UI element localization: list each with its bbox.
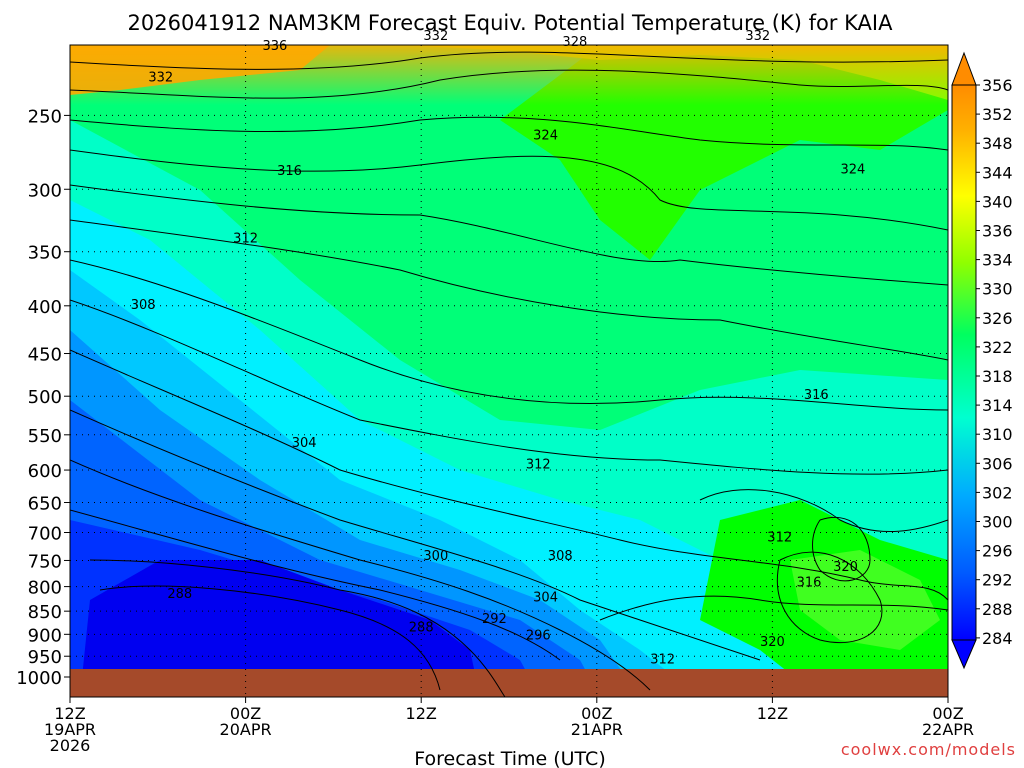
colorbar-label: 336	[982, 222, 1013, 241]
colorbar-label: 300	[982, 513, 1013, 532]
contour-label: 316	[804, 388, 829, 403]
colorbar-label: 330	[982, 280, 1013, 299]
y-tick-label: 450	[28, 345, 62, 366]
x-tick-label: 00Z	[932, 704, 963, 723]
y-tick-label: 800	[28, 578, 62, 599]
x-tick-label: 00Z	[230, 704, 261, 723]
contour-lines	[70, 51, 948, 697]
contour-label: 324	[840, 162, 865, 177]
colorbar-top-arrow	[951, 51, 977, 86]
y-tick-label: 400	[28, 297, 62, 318]
colorbar-label: 334	[982, 251, 1013, 270]
contour-label: 312	[526, 457, 551, 472]
colorbar-label: 348	[982, 134, 1013, 153]
y-axis: 2503003504004505005506006507007508008509…	[16, 106, 70, 689]
ground-strip	[70, 669, 948, 697]
colorbar-label: 322	[982, 338, 1013, 357]
y-tick-label: 300	[28, 180, 62, 201]
colorbar-label: 352	[982, 105, 1013, 124]
contour-label: 288	[167, 587, 192, 602]
contour-label: 328	[562, 35, 587, 50]
contour-label: 316	[277, 164, 302, 179]
contour-labels: 336 332 332 328 332 324 324 316 312 308 316 304 312 3…	[131, 29, 866, 667]
colorbar: 356 352 348 344 340 336 334 330 326 322 318 314 310 3…	[951, 51, 1013, 670]
contour-label: 332	[148, 70, 173, 85]
y-tick-label: 1000	[16, 668, 62, 689]
colorbar-label: 314	[982, 396, 1013, 415]
credit-text: coolwx.com/models	[841, 740, 1016, 759]
colorbar-label: 356	[982, 76, 1013, 95]
y-tick-label: 600	[28, 461, 62, 482]
contour-label: 300	[423, 549, 448, 564]
x-tick-label: 19APR	[44, 720, 96, 739]
grid-lines	[70, 45, 948, 697]
colorbar-body	[951, 84, 977, 641]
colorbar-label: 310	[982, 425, 1013, 444]
colorbar-label: 344	[982, 163, 1013, 182]
plot-frame	[69, 44, 949, 698]
contour-label: 332	[423, 29, 448, 44]
colorbar-label: 306	[982, 454, 1013, 473]
contour-label: 304	[292, 436, 317, 451]
y-tick-label: 350	[28, 243, 62, 264]
x-tick-label: 00Z	[581, 704, 612, 723]
x-tick-label: 21APR	[571, 720, 623, 739]
contour-label: 304	[533, 591, 558, 606]
contour-label: 292	[482, 612, 507, 627]
y-tick-label: 500	[28, 387, 62, 408]
contour-label: 288	[409, 621, 434, 636]
y-tick-label: 250	[28, 106, 62, 127]
x-tick-label: 2026	[50, 736, 91, 755]
colorbar-label: 288	[982, 600, 1013, 619]
y-tick-label: 550	[28, 426, 62, 447]
contour-label: 332	[745, 29, 770, 44]
y-tick-label: 650	[28, 493, 62, 514]
colorbar-label: 302	[982, 483, 1013, 502]
colorbar-bottom-arrow	[951, 639, 977, 670]
colorbar-label: 326	[982, 309, 1013, 328]
contour-label: 312	[650, 652, 675, 667]
x-tick-label: 12Z	[54, 704, 85, 723]
y-tick-label: 950	[28, 647, 62, 668]
theta-e-field	[70, 45, 948, 697]
x-tick-label: 12Z	[757, 704, 788, 723]
contour-label: 312	[767, 531, 792, 546]
contour-label: 320	[833, 560, 858, 575]
y-tick-label: 850	[28, 602, 62, 623]
contour-label: 336	[262, 39, 287, 54]
x-tick-label: 20APR	[220, 720, 272, 739]
colorbar-label: 292	[982, 571, 1013, 590]
y-tick-label: 700	[28, 524, 62, 545]
x-tick-label: 22APR	[922, 720, 974, 739]
colorbar-label: 284	[982, 629, 1013, 648]
colorbar-label: 340	[982, 192, 1013, 211]
contour-label: 312	[233, 232, 258, 247]
x-tick-label: 12Z	[406, 704, 437, 723]
chart-title: 2026041912 NAM3KM Forecast Equiv. Potent…	[128, 11, 894, 35]
contour-label: 320	[760, 635, 785, 650]
contour-label: 308	[548, 549, 573, 564]
contour-label: 308	[131, 298, 156, 313]
colorbar-label: 318	[982, 367, 1013, 386]
x-axis-label: Forecast Time (UTC)	[414, 748, 605, 768]
y-tick-label: 900	[28, 625, 62, 646]
contour-label: 316	[797, 576, 822, 591]
y-tick-label: 750	[28, 551, 62, 572]
contour-label: 324	[533, 128, 558, 143]
colorbar-label: 296	[982, 542, 1013, 561]
contour-label: 296	[526, 628, 551, 643]
